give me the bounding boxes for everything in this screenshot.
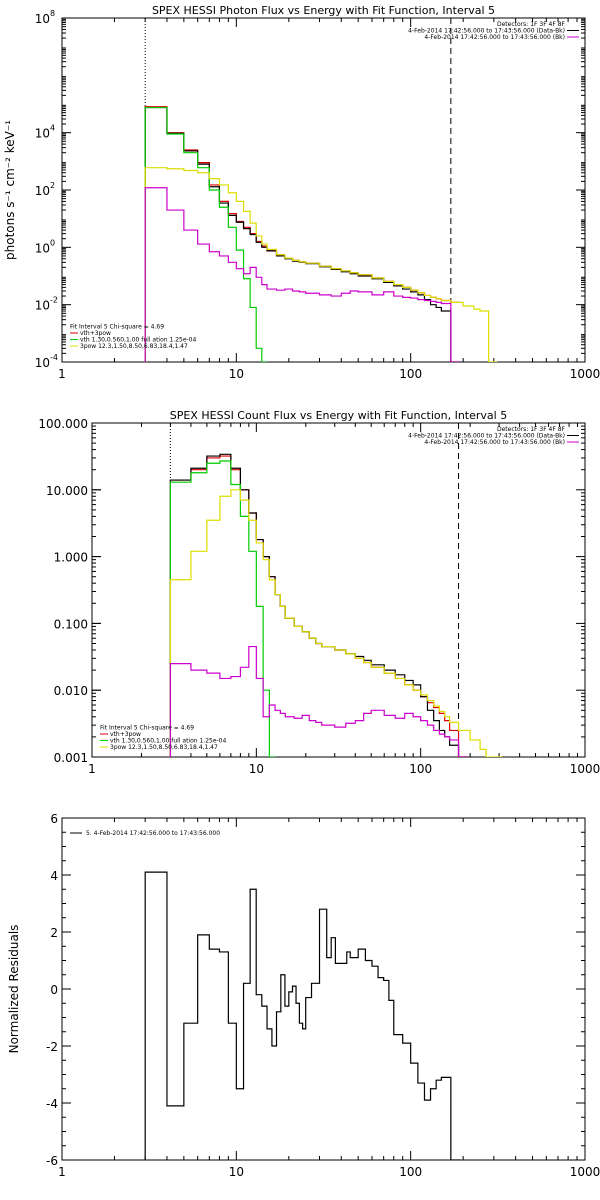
y-tick-label: -2: [46, 1040, 58, 1054]
plot-frame: [61, 817, 586, 1161]
x-tick-label: 10: [229, 1165, 244, 1179]
y-tick-label: -6: [46, 1154, 58, 1168]
x-tick-label: 100: [399, 1165, 422, 1179]
series-group: [169, 453, 503, 757]
series-data-bk-line: [169, 453, 468, 757]
y-tick-label: 10: [35, 184, 50, 198]
x-tick-label: 100: [399, 367, 422, 381]
series-group: [144, 106, 498, 362]
y-tick-label: 10: [35, 12, 50, 26]
series-data-bk-line: [144, 106, 461, 362]
photon-flux-chart: SPEX HESSI Photon Flux vs Energy with Fi…: [3, 4, 600, 381]
legend-entry: 3pow 12.3,1.50,8.50,6.83,18.4,1.47: [110, 744, 218, 751]
x-tick-label: 1: [58, 1165, 66, 1179]
series-vth-line: [169, 460, 276, 757]
series-bk-line: [144, 187, 461, 362]
y-tick-label: 10.000: [46, 484, 88, 498]
series-bk-line: [169, 645, 468, 757]
plot-frame: [61, 17, 586, 363]
y-tick-exponent: 4: [50, 124, 55, 133]
chart-title: SPEX HESSI Photon Flux vs Energy with Fi…: [152, 4, 495, 17]
y-tick-label: 10: [35, 356, 50, 370]
y-tick-label: -4: [46, 1097, 58, 1111]
x-tick-label: 10: [249, 762, 264, 776]
legend-entry: Fit Interval 5 Chi-square = 4.69: [70, 324, 164, 331]
y-tick-exponent: 8: [50, 9, 55, 18]
legend-entry: 4-Feb-2014 17:42:56.000 to 17:43:56.000 …: [424, 34, 565, 41]
x-tick-label: 100: [409, 762, 432, 776]
x-tick-label: 1000: [570, 1165, 600, 1179]
y-tick-exponent: 2: [50, 181, 55, 190]
x-tick-label: 10: [229, 367, 244, 381]
series-vth-line: [144, 106, 268, 362]
y-tick-label: 6: [50, 812, 58, 826]
y-tick-label: 0.100: [54, 617, 88, 631]
y-tick-label: 0.001: [54, 751, 88, 765]
y-tick-label: 2: [50, 926, 58, 940]
plot-frame: [91, 422, 586, 758]
residuals-chart: 1 10 100 1000 -6 -4 -2 0 2 4 6 Normalized Residuals…: [7, 812, 600, 1179]
y-tick-exponent: -4: [50, 353, 58, 362]
chart-title: SPEX HESSI Count Flux vs Energy with Fit…: [170, 409, 507, 422]
y-tick-label: 1.000: [54, 551, 88, 565]
legend-entry: 4-Feb-2014 17:42:56.000 to 17:43:56.000 …: [424, 439, 565, 446]
x-tick-label: 1000: [570, 367, 600, 381]
y-tick-label: 0.010: [54, 684, 88, 698]
x-tick-label: 1: [58, 367, 66, 381]
x-tick-label: 1: [88, 762, 96, 776]
y-axis-label: photons s⁻¹ cm⁻² keV⁻¹: [3, 120, 17, 260]
count-flux-chart: SPEX HESSI Count Flux vs Energy with Fit…: [38, 409, 600, 776]
legend-entry: vth 1.30,0.560,1.00 full ation 1.25e-04: [110, 738, 226, 745]
legend-entry: Detectors: 1F 3F 4F 8F: [497, 21, 566, 28]
y-tick-label: 4: [50, 869, 58, 883]
legend-entry: Fit Interval 5 Chi-square = 4.69: [100, 725, 194, 732]
legend-entry: 5. 4-Feb-2014 17:42:56.000 to 17:43:56.0…: [86, 830, 220, 837]
y-tick-label: 10: [35, 127, 50, 141]
series-3pow-line: [144, 167, 498, 362]
legend-entry: vth 1.30,0.560,1.00 full ation 1.25e-04: [80, 337, 196, 344]
legend-entry: 3pow 12.3,1.50,8.50,6.83,18.4,1.47: [80, 343, 188, 350]
y-tick-exponent: -2: [50, 296, 58, 305]
series-vth-3pow-line: [169, 455, 468, 757]
y-tick-label: 0: [50, 983, 58, 997]
legend-entry: Detectors: 1F 3F 4F 8F: [497, 426, 566, 433]
legend-entry: 4-Feb-2014 17:42:56.000 to 17:43:56.000 …: [408, 28, 565, 35]
legend-entry: 4-Feb-2014 17:42:56.000 to 17:43:56.000 …: [408, 433, 565, 440]
y-tick-label: 10: [35, 241, 50, 255]
series-3pow-line: [169, 489, 503, 757]
legend-entry: vth+3pow: [80, 330, 111, 337]
y-tick-exponent: 0: [50, 238, 55, 247]
legend-entry: vth+3pow: [110, 731, 141, 738]
x-tick-label: 1000: [570, 762, 600, 776]
series-group: [144, 871, 461, 1160]
y-tick-label: 10: [35, 299, 50, 313]
series-vth-3pow-line: [144, 106, 461, 362]
y-tick-label: 100.000: [38, 417, 88, 431]
y-axis-label: Normalized Residuals: [7, 925, 21, 1054]
series-5-4-feb-2014-17-42-56-000-to-17-43-56-000-line: [144, 871, 461, 1160]
